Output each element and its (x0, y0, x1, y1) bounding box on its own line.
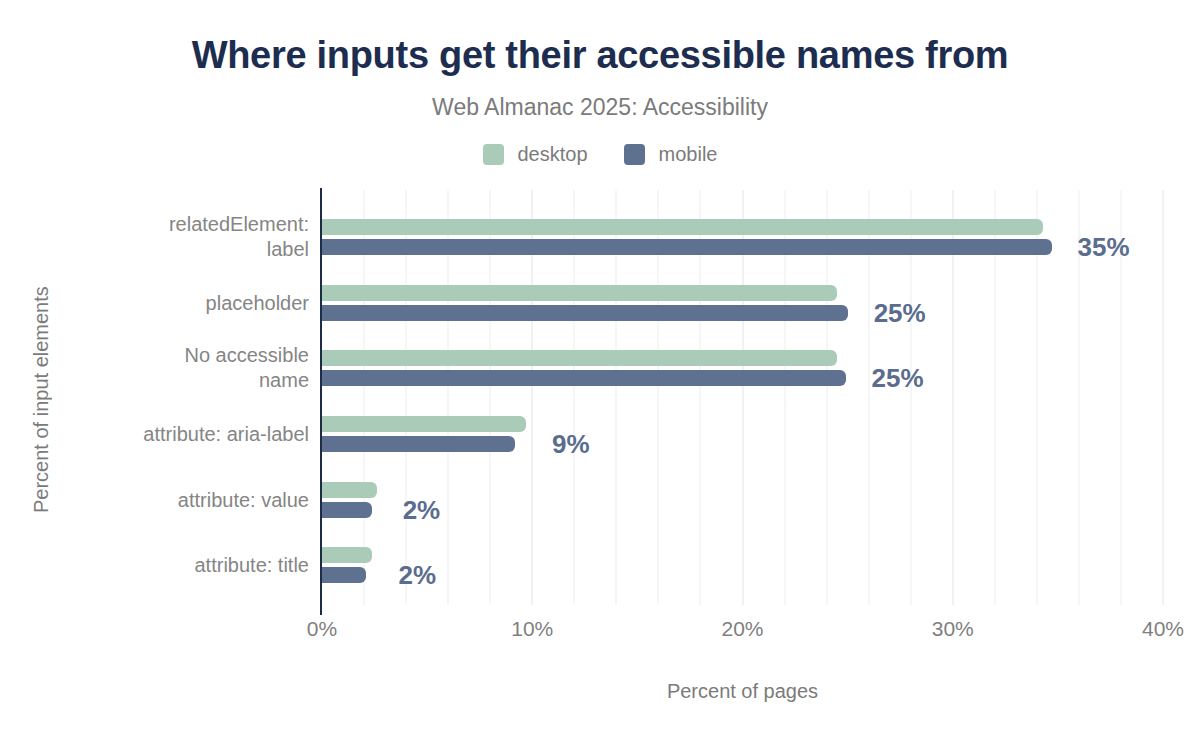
value-label: 25% (874, 297, 926, 328)
bar-mobile[interactable] (322, 239, 1052, 255)
bar-pair (322, 350, 1163, 386)
bar-mobile[interactable] (322, 436, 515, 452)
bar-row: relatedElement: label35% (322, 204, 1163, 270)
category-label: attribute: value (29, 487, 309, 512)
x-tick-label: 30% (932, 617, 974, 641)
bar-desktop[interactable] (322, 547, 372, 563)
plot-area: relatedElement: label35%placeholder25%No… (322, 190, 1163, 609)
value-label: 2% (398, 560, 436, 591)
bar-desktop[interactable] (322, 285, 837, 301)
category-label: relatedElement: label (29, 212, 309, 262)
x-axis-ticks: 0%10%20%30%40% (322, 617, 1163, 643)
bar-rows: relatedElement: label35%placeholder25%No… (322, 204, 1163, 598)
x-tick-label: 10% (511, 617, 553, 641)
page-subtitle: Web Almanac 2025: Accessibility (0, 94, 1200, 121)
bar-desktop[interactable] (322, 219, 1043, 235)
bar-row: placeholder25% (322, 270, 1163, 336)
chart-canvas: Where inputs get their accessible names … (0, 0, 1200, 742)
category-label: attribute: title (29, 553, 309, 578)
bar-desktop[interactable] (322, 416, 526, 432)
legend: desktop mobile (0, 143, 1200, 166)
bar-pair (322, 219, 1163, 255)
category-label: attribute: aria-label (29, 421, 309, 446)
mobile-swatch (624, 144, 645, 165)
bar-pair (322, 285, 1163, 321)
bar-mobile[interactable] (322, 305, 848, 321)
bar-pair (322, 416, 1163, 452)
legend-label: mobile (659, 143, 718, 166)
bar-row: attribute: aria-label9% (322, 401, 1163, 467)
desktop-swatch (483, 144, 504, 165)
bar-row: attribute: value2% (322, 467, 1163, 533)
value-label: 9% (552, 428, 590, 459)
category-label: placeholder (29, 290, 309, 315)
bar-desktop[interactable] (322, 350, 837, 366)
legend-item-mobile[interactable]: mobile (624, 143, 718, 166)
category-label: No accessible name (29, 343, 309, 393)
bar-row: attribute: title2% (322, 532, 1163, 598)
x-axis-title: Percent of pages (322, 680, 1163, 703)
bar-mobile[interactable] (322, 567, 366, 583)
value-label: 2% (403, 494, 441, 525)
bar-desktop[interactable] (322, 482, 377, 498)
legend-item-desktop[interactable]: desktop (483, 143, 588, 166)
bar-pair (322, 547, 1163, 583)
legend-label: desktop (518, 143, 588, 166)
bar-mobile[interactable] (322, 370, 846, 386)
bar-pair (322, 482, 1163, 518)
page-title: Where inputs get their accessible names … (0, 34, 1200, 77)
bar-row: No accessible name25% (322, 335, 1163, 401)
bar-mobile[interactable] (322, 502, 372, 518)
x-tick-label: 20% (721, 617, 763, 641)
x-tick-label: 0% (307, 617, 337, 641)
value-label: 25% (872, 363, 924, 394)
x-tick-label: 40% (1142, 617, 1184, 641)
value-label: 35% (1078, 231, 1130, 262)
